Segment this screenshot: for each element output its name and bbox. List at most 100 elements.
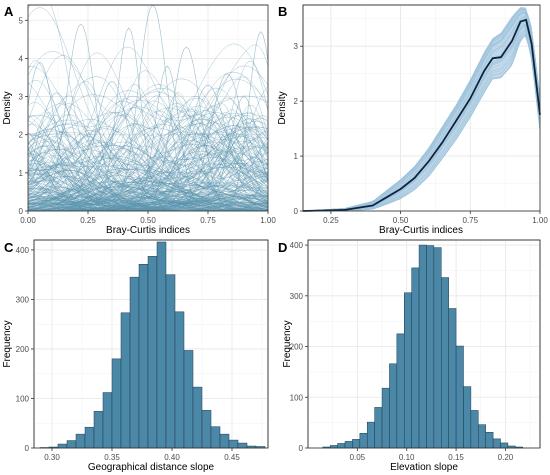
histogram-bar — [359, 433, 368, 449]
y-tick-label: 2 — [294, 97, 299, 106]
panel-c-x-ticks: 0.30 0.35 0.40 0.45 — [44, 448, 240, 462]
x-tick-label: 0.40 — [164, 453, 180, 462]
histogram-bar — [228, 439, 239, 449]
histogram-bar — [147, 256, 158, 449]
x-tick-label: 1.00 — [260, 216, 276, 225]
y-tick-label: 400 — [16, 246, 30, 255]
density-curve — [28, 102, 268, 179]
density-curve-peak — [28, 5, 268, 211]
panel-c-frame — [33, 239, 269, 449]
y-tick-label: 1 — [19, 169, 24, 178]
y-tick-label: 0 — [299, 444, 304, 453]
histogram-bar — [129, 276, 140, 449]
histogram-bar — [463, 386, 472, 449]
density-curve-peak — [28, 61, 268, 211]
y-tick-label: 1 — [294, 152, 299, 161]
density-curve-peak — [28, 73, 268, 211]
histogram-bar — [102, 392, 113, 449]
panel-a-y-axis-title: Density — [2, 91, 13, 124]
density-curve-peak — [28, 65, 268, 211]
density-curve — [28, 132, 268, 207]
panel-a-y-ticks: 0 1 2 3 4 5 — [19, 16, 28, 216]
histogram-bar — [111, 358, 122, 449]
panel-d: D 0.05 0.10 0.15 0.20 0 100 200 300 400 Elevati… — [278, 239, 541, 473]
density-curve — [28, 111, 268, 211]
y-tick-label: 5 — [19, 16, 24, 25]
x-tick-label: 0.25 — [80, 216, 96, 225]
histogram-bar — [389, 363, 398, 449]
histogram-bar — [485, 432, 494, 449]
histogram-bar — [470, 410, 479, 449]
density-curve-peak — [28, 27, 268, 211]
histogram-bar — [344, 441, 353, 449]
x-tick-label: 0.75 — [463, 216, 479, 225]
histogram-bar — [66, 440, 77, 449]
density-curve-peak — [28, 23, 268, 211]
density-curve — [28, 152, 268, 211]
x-tick-label: 0.45 — [224, 453, 240, 462]
density-curve — [28, 112, 268, 207]
density-curve-peak — [28, 92, 268, 211]
y-tick-label: 300 — [290, 292, 304, 301]
density-curve — [28, 176, 268, 211]
histogram-bar — [165, 274, 176, 449]
histogram-bar — [352, 439, 361, 449]
x-tick-label: 0.20 — [498, 453, 514, 462]
histogram-bar — [374, 407, 383, 449]
density-curve — [28, 137, 268, 211]
density-curve — [28, 144, 268, 198]
histogram-bar — [337, 443, 346, 449]
x-tick-label: 0.50 — [393, 216, 409, 225]
panel-d-y-ticks: 0 100 200 300 400 — [290, 241, 308, 453]
panel-b-letter: B — [278, 4, 287, 19]
density-curve — [28, 114, 268, 199]
density-curve — [28, 43, 268, 206]
histogram-bar — [366, 421, 375, 449]
histogram-bar — [492, 438, 501, 449]
histogram-bar — [381, 387, 390, 449]
y-tick-label: 4 — [19, 54, 24, 63]
histogram-bar — [433, 247, 442, 449]
y-tick-label: 200 — [16, 345, 30, 354]
density-curve — [28, 112, 268, 211]
histogram-bar — [84, 426, 95, 449]
histogram-bar — [404, 292, 412, 449]
density-curve — [28, 147, 268, 210]
density-curve — [28, 161, 268, 210]
density-curve — [28, 176, 268, 211]
x-tick-label: 0.00 — [20, 216, 36, 225]
x-tick-label: 0.10 — [399, 453, 415, 462]
x-tick-label: 0.25 — [323, 216, 339, 225]
density-curve-peak — [28, 80, 268, 211]
histogram-bar — [57, 443, 68, 449]
x-tick-label: 0.15 — [448, 453, 464, 462]
histogram-bar — [174, 311, 185, 449]
y-tick-label: 0 — [25, 444, 30, 453]
density-curve — [28, 95, 268, 211]
histogram-bar — [237, 442, 248, 449]
y-tick-label: 0 — [294, 207, 299, 216]
histogram-bar — [411, 267, 420, 449]
y-tick-label: 400 — [290, 241, 304, 250]
y-tick-label: 200 — [290, 343, 304, 352]
panel-a-x-ticks: 0.00 0.25 0.50 0.75 1.00 — [20, 211, 276, 225]
y-tick-label: 300 — [16, 295, 30, 304]
panel-b-x-ticks: 0.25 0.50 0.75 1.00 — [323, 211, 548, 225]
x-tick-label: 1.00 — [532, 216, 548, 225]
panel-d-x-ticks: 0.05 0.10 0.15 0.20 — [350, 448, 514, 462]
density-curve — [28, 182, 268, 211]
panel-a-x-axis-title: Bray-Curtis indices — [106, 225, 190, 236]
panel-d-letter: D — [278, 240, 287, 255]
panel-a-letter: A — [4, 4, 14, 19]
y-tick-label: 0 — [19, 207, 24, 216]
histogram-bar — [93, 411, 104, 449]
histogram-bar — [426, 245, 435, 449]
histogram-bar — [138, 264, 149, 449]
y-tick-label: 100 — [290, 393, 304, 402]
panel-a: A 0.00 0.25 0.50 0.75 1.00 0 1 2 3 4 5 Bray-Curti… — [2, 4, 276, 236]
mean-density-curve — [302, 18, 541, 212]
panel-b-x-axis-title: Bray-Curtis indices — [379, 225, 463, 236]
panel-c-y-axis-title: Frequency — [2, 320, 13, 367]
bootstrap-curve — [302, 11, 541, 212]
